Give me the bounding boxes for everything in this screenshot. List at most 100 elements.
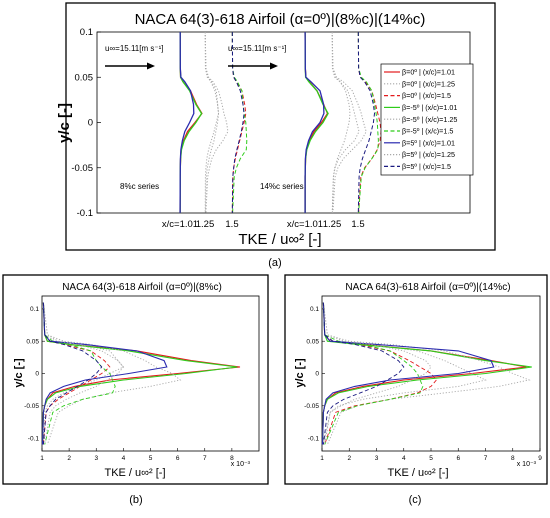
y-tick-label: 0.1 <box>310 306 319 313</box>
y-tick-label: 0 <box>35 371 39 378</box>
a-series-1-0 <box>304 31 329 213</box>
legend-entry: β=-5º | (x/c)=1.5 <box>402 127 453 136</box>
series-c-3 <box>321 302 532 445</box>
a-series-1-1 <box>331 31 360 214</box>
panel-b-multiplier: x 10⁻³ <box>231 461 251 468</box>
series-c-6 <box>321 302 495 445</box>
panel-c-plot: 1 2 3 4 5 6 7 8 9 0.1 0.05 0 -0.05 -0.1 <box>304 302 542 462</box>
panel-b-plot: 1 2 3 4 5 6 7 8 0.1 0.05 0 -0.05 -0.1 <box>24 302 241 462</box>
series-c-5 <box>322 302 424 445</box>
flow-arrow-head <box>147 62 155 70</box>
legend-entry: β=5º | (x/c)=1.25 <box>402 150 455 159</box>
panel-a-title: NACA 64(3)-618 Airfoil (α=0º)|(8%c)|(14%… <box>135 11 426 28</box>
panel-b-xlabel: TKE / u∞² [-] <box>104 467 165 479</box>
series-c-8 <box>322 302 405 445</box>
x-tick-label: 2 <box>67 455 71 462</box>
a-series-1-2 <box>357 31 382 214</box>
series-b-5 <box>42 302 116 445</box>
y-tick-label: 0.1 <box>80 27 93 38</box>
panel-c-axes <box>321 295 541 452</box>
series-c-7 <box>322 302 432 445</box>
y-tick-label: -0.1 <box>28 435 40 442</box>
y-tick-label: -0.1 <box>308 435 320 442</box>
x-tick-label: 5 <box>149 455 153 462</box>
x-tick-label: 8 <box>230 455 234 462</box>
panel-c-ylabel: y/c [-] <box>294 358 306 388</box>
y-tick-label: 0.05 <box>306 338 319 345</box>
a-series-0-2 <box>231 31 247 214</box>
a-series-1-4 <box>331 31 367 214</box>
panel-c-title: NACA 64(3)-618 Airfoil (α=0º)|(14%c) <box>345 282 510 293</box>
series-8c-note: 8%c series <box>120 182 159 191</box>
y-tick-label: -0.05 <box>71 163 93 174</box>
label-b: (b) <box>129 494 142 506</box>
x-tick-label: 6 <box>176 455 180 462</box>
x-tick-label: 1.25 <box>196 219 215 230</box>
legend-entry: β=0º | (x/c)=1.01 <box>402 68 455 77</box>
y-tick-label: 0 <box>315 371 319 378</box>
panel-b-ylabel: y/c [-] <box>13 358 25 388</box>
x-tick-label: x/c=1.01 <box>287 219 323 230</box>
a-series-0-3 <box>179 31 203 214</box>
a-series-0-1 <box>204 31 220 214</box>
x-tick-label: 1.25 <box>323 219 342 230</box>
x-tick-label: 4 <box>402 455 406 462</box>
y-tick-label: 0.05 <box>26 338 39 345</box>
legend: β=0º | (x/c)=1.01 β=0º | (x/c)=1.25 β=0º |… <box>380 63 474 176</box>
y-tick-label: 0 <box>88 118 93 129</box>
series-c-4 <box>322 302 531 445</box>
legend-entry: β=-5º | (x/c)=1.01 <box>402 103 457 112</box>
y-tick-label: -0.1 <box>77 208 93 219</box>
legend-entry: β=5º | (x/c)=1.5 <box>402 162 451 171</box>
x-tick-label: 9 <box>538 455 542 462</box>
x-tick-label: 4 <box>122 455 126 462</box>
a-series-0-8 <box>231 31 245 214</box>
series-c-1 <box>322 302 487 445</box>
x-tick-label: 1.5 <box>225 219 238 230</box>
flow-arrow-head <box>270 62 278 70</box>
a-series-1-5 <box>357 31 379 214</box>
y-tick-label: 0.05 <box>75 72 94 83</box>
x-tick-label: 3 <box>94 455 98 462</box>
panel-b-axes <box>41 295 260 452</box>
a-series-1-3 <box>304 31 329 213</box>
series-14c-note: 14%c series <box>260 182 304 191</box>
panel-c-xlabel: TKE / u∞² [-] <box>387 467 448 479</box>
panel-c-multiplier: x 10⁻³ <box>517 461 537 468</box>
panel-b-title: NACA 64(3)-618 Airfoil (α=0º)|(8%c) <box>62 282 222 293</box>
x-tick-label: 1 <box>40 455 44 462</box>
x-tick-label: 1 <box>320 455 324 462</box>
y-tick-label: -0.05 <box>24 403 39 410</box>
x-tick-label: 1.5 <box>351 219 364 230</box>
label-a: (a) <box>268 257 281 269</box>
series-c-2 <box>322 302 437 445</box>
a-series-0-6 <box>179 31 195 214</box>
x-tick-label: 6 <box>456 455 460 462</box>
a-series-0-0 <box>179 31 203 214</box>
y-tick-label: -0.05 <box>304 403 319 410</box>
legend-entry: β=5º | (x/c)=1.01 <box>402 138 455 147</box>
x-tick-label: 3 <box>375 455 379 462</box>
x-tick-label: 5 <box>429 455 433 462</box>
panel-c-frame <box>284 274 548 485</box>
u-inf-annotation: u∞=15.11[m s⁻¹] <box>105 44 163 53</box>
legend-entry: β=-5º | (x/c)=1.25 <box>402 115 457 124</box>
x-tick-label: x/c=1.01 <box>162 219 198 230</box>
a-series-1-6 <box>304 31 325 213</box>
y-tick-label: 0.1 <box>30 306 39 313</box>
panel-a-plot: 0.10.050-0.05-0.1x/c=1.011.25 1.5 x/c=1.01… <box>71 27 474 230</box>
series-b-4 <box>42 302 182 445</box>
series-b-2 <box>42 302 111 445</box>
panel-b-frame <box>2 274 269 485</box>
legend-entry: β=0º | (x/c)=1.25 <box>402 79 455 88</box>
series-b-8 <box>42 302 103 445</box>
panel-a-frame <box>65 2 496 251</box>
x-tick-label: 8 <box>511 455 515 462</box>
series-b-1 <box>42 302 125 445</box>
series-c-0 <box>321 302 527 445</box>
legend-entry: β=0º | (x/c)=1.5 <box>402 91 451 100</box>
a-series-1-7 <box>331 31 351 214</box>
panel-a-xlabel: TKE / u∞² [-] <box>238 231 321 248</box>
series-b-0 <box>41 302 241 445</box>
